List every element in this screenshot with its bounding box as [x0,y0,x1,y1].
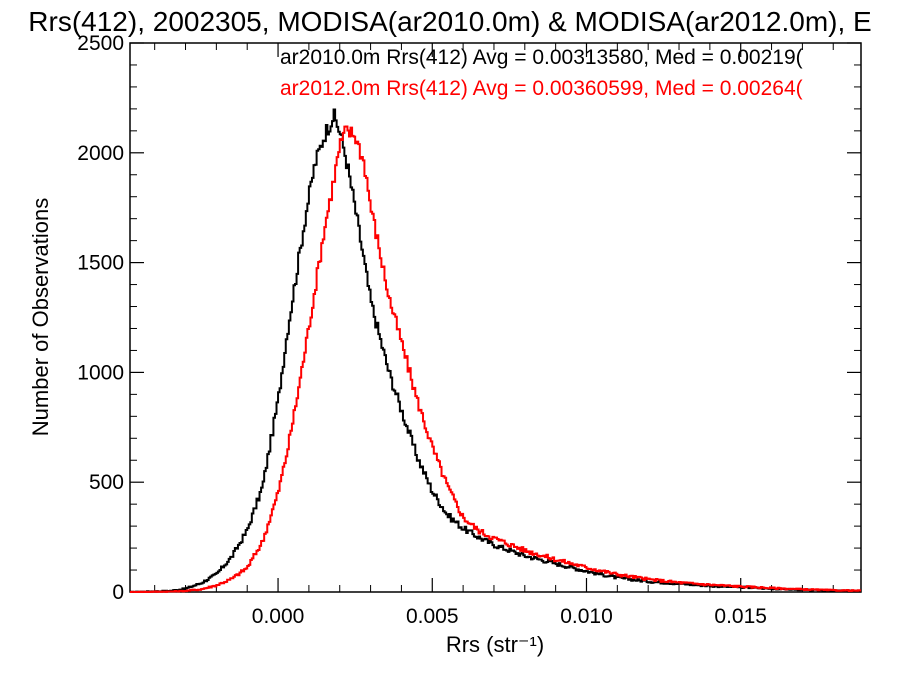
x-axis-label: Rrs (str⁻¹) [446,632,544,657]
plot-frame [129,42,862,593]
y-tick-label: 500 [89,471,124,494]
x-tick-label: 0.015 [714,605,767,628]
y-tick-label: 1500 [77,252,124,275]
tick-layer [130,42,861,593]
legend-entry-ar2012: ar2012.0m Rrs(412) Avg = 0.00360599, Med… [280,77,803,100]
chart-title: Rrs(412), 2002305, MODISA(ar2010.0m) & M… [28,6,872,37]
x-tick-label: 0.000 [252,605,305,628]
y-tick-label: 2500 [77,32,124,55]
y-tick-label: 0 [112,581,124,604]
series-line-ar2012-0m [130,125,861,593]
y-tick-label: 2000 [77,142,124,165]
x-tick-label: 0.005 [406,605,459,628]
legend-entry-ar2010: ar2010.0m Rrs(412) Avg = 0.00313580, Med… [280,46,803,69]
y-axis-label: Number of Observations [28,198,53,436]
series-line-ar2010-0m [130,108,861,593]
x-tick-label: 0.010 [560,605,613,628]
tick-label-layer: 0 500 1000 1500 2000 2500 0.000 0.005 0.010 0.015 [77,32,767,628]
series-layer [130,108,861,593]
y-tick-label: 1000 [77,361,124,384]
